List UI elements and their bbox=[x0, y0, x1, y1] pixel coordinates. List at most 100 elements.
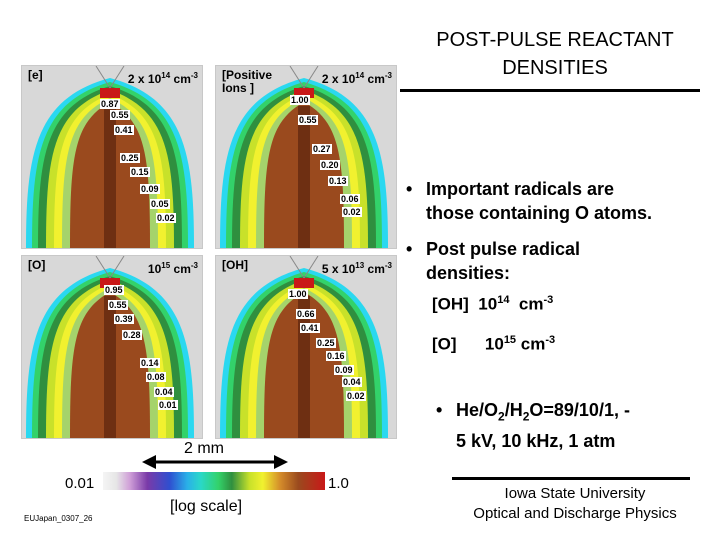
cond-s1: 2 bbox=[498, 409, 505, 424]
panel-electrons: [e] 2 x 1014 cm-3 0.87 0.55 0.41 0.25 0.15 0.09… bbox=[21, 65, 203, 249]
density-oh: [OH] 1014 cm-3 bbox=[432, 294, 553, 315]
contour-label: 0.02 bbox=[342, 207, 362, 217]
core-streak bbox=[104, 296, 116, 438]
bullet-dot: • bbox=[406, 239, 413, 259]
contour-label: 0.66 bbox=[296, 309, 316, 319]
contour-label: 1.00 bbox=[290, 95, 310, 105]
plume-plot bbox=[220, 66, 388, 248]
conditions-line2: 5 kV, 10 kHz, 1 atm bbox=[456, 430, 616, 451]
scale-min: 0.01 bbox=[65, 475, 95, 492]
panel-species-label: [O] bbox=[28, 258, 46, 272]
electrode-line bbox=[95, 256, 111, 279]
density-oh-species: [OH] bbox=[432, 294, 469, 314]
scale-length-label: 2 mm bbox=[184, 440, 224, 457]
contour-label: 0.04 bbox=[342, 377, 362, 387]
contour-label: 0.55 bbox=[108, 300, 128, 310]
bullet-1-line1: Important radicals are bbox=[426, 179, 615, 199]
plume-plot bbox=[220, 256, 388, 438]
core-streak bbox=[104, 106, 116, 248]
cond-s2: 2 bbox=[522, 409, 530, 424]
core-streak bbox=[298, 106, 310, 248]
bullet-dot: • bbox=[436, 400, 443, 420]
electrode-line bbox=[109, 66, 125, 89]
contour-label: 0.01 bbox=[158, 400, 178, 410]
contour-label: 0.15 bbox=[130, 167, 150, 177]
panel-hydroxyl: [OH] 5 x 1013 cm-3 1.00 0.66 0.41 0.25 0.16 0.0… bbox=[215, 255, 397, 439]
contour-label: 0.55 bbox=[298, 115, 318, 125]
bullet-1: • Important radicals are those containin… bbox=[406, 177, 706, 225]
panel-max-value: 2 x 1014 cm-3 bbox=[321, 71, 392, 86]
electrode-line bbox=[109, 256, 125, 279]
contour-label: 0.20 bbox=[320, 160, 340, 170]
peak-region bbox=[294, 88, 314, 98]
contour-label: 0.16 bbox=[326, 351, 346, 361]
contour-label: 0.25 bbox=[316, 338, 336, 348]
slide-title-line1: POST-PULSE REACTANT bbox=[436, 29, 674, 51]
plume-plot bbox=[26, 256, 194, 438]
contour-label: 0.27 bbox=[312, 144, 332, 154]
density-oh-unit-exp: -3 bbox=[543, 294, 554, 306]
contour-label: 0.09 bbox=[140, 184, 160, 194]
contour-label: 0.95 bbox=[104, 285, 124, 295]
density-oh-base: 10 bbox=[478, 294, 498, 314]
bullet-2-line1: Post pulse radical bbox=[426, 239, 581, 259]
contour-label: 0.41 bbox=[114, 125, 134, 135]
peak-region bbox=[100, 88, 120, 98]
cond-p3: O=89/10/1, - bbox=[529, 400, 630, 420]
density-o-exp: 15 bbox=[503, 334, 517, 346]
bullet-dot: • bbox=[406, 179, 413, 199]
scale-max: 1.0 bbox=[328, 475, 349, 492]
contour-label: 0.02 bbox=[156, 213, 176, 223]
electrode-line bbox=[289, 256, 305, 279]
contour-label: 0.08 bbox=[146, 372, 166, 382]
contour-label: 1.00 bbox=[288, 289, 308, 299]
footer-rule bbox=[452, 477, 690, 480]
scale-arrow bbox=[142, 455, 288, 469]
cond-p1: He/O bbox=[456, 400, 499, 420]
electrode-line bbox=[95, 66, 111, 89]
peak-region bbox=[294, 278, 314, 288]
bullet-2-line2: densities: bbox=[426, 263, 511, 283]
contour-label: 0.05 bbox=[150, 199, 170, 209]
color-scale-bar bbox=[103, 472, 325, 490]
plume-plot bbox=[26, 66, 194, 248]
bullet-1-line2: those containing O atoms. bbox=[426, 203, 653, 223]
panel-max-value: 1015 cm-3 bbox=[147, 261, 198, 276]
contour-label: 0.28 bbox=[122, 330, 142, 340]
contour-label: 0.25 bbox=[120, 153, 140, 163]
density-o-base: 10 bbox=[484, 334, 504, 354]
contour-label: 0.87 bbox=[100, 99, 120, 109]
conditions-line1: He/O2/H2O=89/10/1, - bbox=[456, 398, 706, 429]
panel-species-label: [e] bbox=[28, 68, 43, 82]
peak-region bbox=[100, 278, 120, 288]
institution-line2: Optical and Discharge Physics bbox=[473, 505, 677, 522]
slide-id: EUJapan_0307_26 bbox=[24, 514, 93, 523]
density-o: [O] 1015 cm-3 bbox=[432, 334, 555, 355]
slide-title-line2: DENSITIES bbox=[502, 57, 608, 79]
contour-label: 0.09 bbox=[334, 365, 354, 375]
institution-line1: Iowa State University bbox=[504, 485, 646, 502]
panel-oxygen: [O] 1015 cm-3 0.95 0.55 0.39 0.28 0.14 0.08 0.04… bbox=[21, 255, 203, 439]
contour-label: 0.41 bbox=[300, 323, 320, 333]
contour-label: 0.13 bbox=[328, 176, 348, 186]
density-oh-unit: cm bbox=[518, 294, 544, 314]
bullet-conditions: • He/O2/H2O=89/10/1, - 5 kV, 10 kHz, 1 a… bbox=[436, 398, 706, 453]
electrode-line bbox=[303, 66, 319, 89]
electrode-line bbox=[303, 256, 319, 279]
panel-max-value: 2 x 1014 cm-3 bbox=[127, 71, 198, 86]
contour-label: 0.04 bbox=[154, 387, 174, 397]
density-oh-exp: 14 bbox=[497, 294, 510, 306]
contour-label: 0.55 bbox=[110, 110, 130, 120]
cond-p2: /H bbox=[504, 400, 523, 420]
panel-max-value: 5 x 1013 cm-3 bbox=[321, 261, 392, 276]
density-o-unit: cm bbox=[520, 334, 546, 354]
electrode-line bbox=[289, 66, 305, 89]
contour-label: 0.06 bbox=[340, 194, 360, 204]
bullet-2: • Post pulse radical densities: bbox=[406, 237, 706, 285]
density-o-unit-exp: -3 bbox=[545, 334, 556, 346]
scale-type-label: [log scale] bbox=[170, 498, 243, 515]
contour-label: 0.02 bbox=[346, 391, 366, 401]
slide-title: POST-PULSE REACTANT DENSITIES bbox=[400, 26, 710, 82]
panel-positive-ions: [Positive Ions ] 2 x 1014 cm-3 1.00 0.55 0.27… bbox=[215, 65, 397, 249]
title-rule bbox=[400, 89, 700, 92]
